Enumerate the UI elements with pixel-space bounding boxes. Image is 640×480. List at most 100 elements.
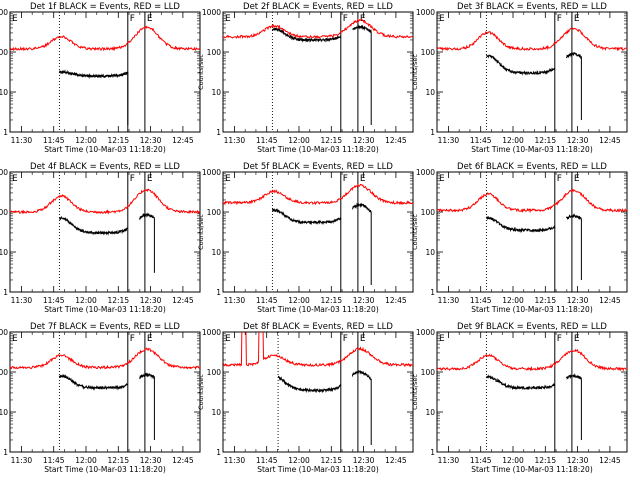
x-tick-label: 12:00: [288, 456, 310, 465]
y-tick-label: 10: [425, 408, 435, 417]
x-axis-label: Start Time (10-Mar-03 11:18:20): [257, 145, 379, 154]
x-tick-label: 12:45: [385, 136, 407, 145]
interval-marker-label: E: [147, 14, 153, 24]
interval-marker-label: E: [360, 334, 366, 344]
y-tick-label: 100: [0, 48, 8, 57]
plot-title: Det 4f BLACK = Events, RED = LLD: [30, 162, 180, 172]
interval-marker-label: E: [439, 334, 445, 344]
x-tick-label: 11:45: [470, 456, 492, 465]
x-tick-label: 12:00: [288, 296, 310, 305]
y-axis-label: Counts/sec: [197, 54, 205, 90]
plot-frame: [436, 11, 628, 133]
x-tick-label: 11:45: [256, 136, 278, 145]
plot-title: Det 5f BLACK = Events, RED = LLD: [243, 162, 393, 172]
y-tick-label: 1000: [416, 328, 435, 337]
x-tick-label: 12:30: [353, 136, 375, 145]
x-tick-label: 11:30: [224, 296, 246, 305]
x-tick-label: 11:30: [438, 136, 460, 145]
series-group: [223, 332, 413, 445]
y-tick-label: 1: [3, 448, 8, 457]
x-tick-label: 12:15: [320, 296, 342, 305]
y-tick-label: 1000: [0, 328, 8, 337]
x-tick-label: 12:30: [140, 456, 162, 465]
interval-marker-label: E: [12, 334, 18, 344]
x-axis-label: Start Time (10-Mar-03 11:18:20): [44, 145, 166, 154]
interval-marker-label: E: [225, 334, 231, 344]
x-tick-label: 12:30: [353, 296, 375, 305]
y-tick-label: 10: [425, 248, 435, 257]
y-axis-label: Counts/sec: [197, 374, 205, 410]
interval-marker-label: E: [360, 174, 366, 184]
plot-title: Det 6f BLACK = Events, RED = LLD: [457, 162, 607, 172]
x-tick-label: 11:45: [43, 456, 65, 465]
x-axis-label: Start Time (10-Mar-03 11:18:20): [471, 465, 593, 474]
y-tick-label: 10: [0, 248, 8, 257]
y-tick-label: 1000: [0, 8, 8, 17]
series-group: [10, 347, 200, 440]
interval-marker-label: E: [225, 14, 231, 24]
subplot-1: Det 1f BLACK = Events, RED = LLD 1 10 100 10…: [0, 2, 201, 154]
y-tick-label: 10: [211, 408, 221, 417]
x-tick-label: 12:00: [75, 136, 97, 145]
y-tick-label: 1: [3, 128, 8, 137]
x-tick-label: 12:45: [172, 136, 194, 145]
x-tick-label: 12:45: [385, 456, 407, 465]
interval-marker-label: E: [12, 14, 18, 24]
y-tick-label: 1: [430, 448, 435, 457]
x-tick-label: 12:15: [534, 456, 556, 465]
y-axis-label: Counts/sec: [411, 374, 419, 410]
interval-marker-label: E: [147, 174, 153, 184]
x-tick-label: 11:30: [224, 136, 246, 145]
subplot-2: Det 2f BLACK = Events, RED = LLD 1 10 100 10…: [197, 2, 414, 154]
y-axis-label: Counts/sec: [197, 214, 205, 250]
plot-frame: [222, 11, 414, 133]
x-axis-label: Start Time (10-Mar-03 11:18:20): [471, 305, 593, 314]
series-group: [437, 348, 627, 440]
interval-marker-label: F: [343, 14, 348, 24]
interval-marker-label: E: [12, 174, 18, 184]
x-tick-label: 12:15: [534, 136, 556, 145]
interval-marker-label: F: [130, 14, 135, 24]
lld-series-line: [437, 27, 627, 52]
plot-title: Det 7f BLACK = Events, RED = LLD: [30, 322, 180, 332]
x-tick-label: 11:45: [256, 456, 278, 465]
events-series-line: [485, 51, 582, 120]
lld-series-line: [223, 183, 413, 206]
y-tick-label: 100: [0, 208, 8, 217]
y-tick-label: 10: [425, 88, 435, 97]
plot-title: Det 8f BLACK = Events, RED = LLD: [243, 322, 393, 332]
y-tick-label: 1: [3, 288, 8, 297]
x-tick-label: 11:45: [470, 296, 492, 305]
series-group: [223, 183, 413, 285]
series-group: [223, 18, 413, 125]
x-tick-label: 12:15: [107, 136, 129, 145]
x-tick-label: 12:00: [75, 456, 97, 465]
interval-marker-label: F: [343, 174, 348, 184]
x-tick-label: 12:45: [385, 296, 407, 305]
x-tick-label: 12:15: [107, 456, 129, 465]
y-tick-label: 1: [216, 448, 221, 457]
interval-marker-label: E: [360, 14, 366, 24]
interval-marker-label: F: [557, 14, 562, 24]
x-axis-label: Start Time (10-Mar-03 11:18:20): [257, 305, 379, 314]
events-series-line: [277, 369, 372, 445]
x-tick-label: 11:30: [224, 456, 246, 465]
y-tick-label: 1: [216, 288, 221, 297]
y-tick-label: 1: [430, 288, 435, 297]
x-tick-label: 12:00: [502, 296, 524, 305]
x-tick-label: 11:30: [438, 296, 460, 305]
series-group: [10, 25, 200, 125]
interval-marker-label: E: [439, 14, 445, 24]
interval-marker-label: F: [343, 334, 348, 344]
y-tick-label: 1000: [202, 168, 221, 177]
y-axis-label: Counts/sec: [411, 214, 419, 250]
subplot-5: Det 5f BLACK = Events, RED = LLD 1 10 100 10…: [197, 162, 414, 314]
x-tick-label: 12:45: [599, 296, 621, 305]
y-tick-label: 1: [430, 128, 435, 137]
x-tick-label: 12:30: [567, 136, 589, 145]
y-axis-label: Counts/sec: [411, 54, 419, 90]
subplot-3: Det 3f BLACK = Events, RED = LLD 1 10 100 10…: [411, 2, 628, 154]
plot-title: Det 1f BLACK = Events, RED = LLD: [30, 2, 180, 12]
x-tick-label: 11:45: [43, 296, 65, 305]
